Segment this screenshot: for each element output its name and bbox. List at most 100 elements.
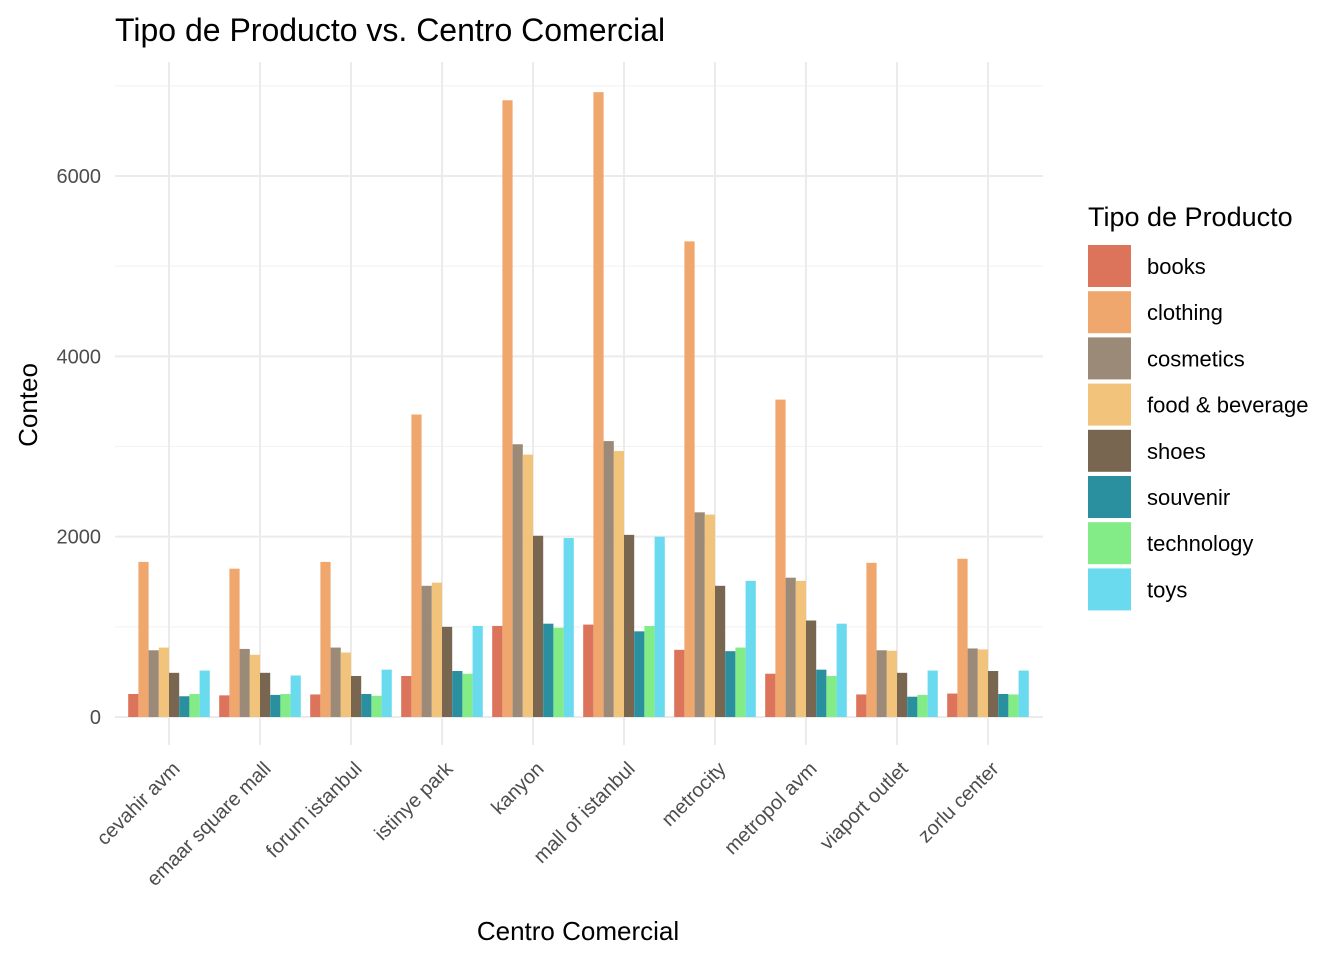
y-tick-labels: 0 2000 4000 6000	[57, 166, 102, 729]
legend-title: Tipo de Producto	[1088, 202, 1293, 232]
bar	[988, 671, 999, 717]
bar	[836, 623, 847, 717]
bar	[603, 441, 614, 717]
bar	[674, 649, 685, 717]
legend-swatch	[1088, 476, 1131, 518]
bar	[492, 625, 503, 717]
bar	[310, 694, 321, 717]
legend-swatch	[1088, 245, 1131, 287]
legend-label: toys	[1147, 577, 1187, 602]
bar	[1008, 694, 1019, 717]
bar	[694, 512, 705, 717]
bar	[998, 694, 1009, 717]
bar	[128, 694, 139, 717]
x-axis-title: Centro Comercial	[477, 916, 679, 946]
legend-swatch	[1088, 568, 1131, 611]
bar	[644, 625, 655, 717]
bar	[613, 451, 624, 717]
bar	[179, 696, 190, 717]
bar	[533, 535, 544, 717]
legend-swatch	[1088, 522, 1131, 565]
bar	[725, 651, 736, 717]
bar	[563, 538, 574, 717]
legend-label: shoes	[1147, 439, 1206, 464]
bar	[583, 624, 594, 717]
chart-title: Tipo de Producto vs. Centro Comercial	[115, 12, 665, 48]
legend-swatch	[1088, 383, 1131, 426]
bar	[917, 694, 928, 717]
legend-swatch	[1088, 291, 1131, 334]
bar	[957, 558, 968, 717]
legend: Tipo de Producto books clothing cosmetics f…	[1088, 202, 1308, 611]
bar	[765, 673, 776, 717]
bar	[816, 669, 827, 717]
bar	[907, 696, 918, 717]
bar	[704, 514, 715, 717]
bar	[927, 670, 938, 717]
bar	[826, 675, 837, 717]
bar	[886, 650, 897, 717]
legend-label: cosmetics	[1147, 346, 1245, 371]
bar	[381, 669, 392, 717]
bar	[977, 649, 988, 718]
bar	[351, 675, 362, 717]
y-tick-label: 4000	[57, 346, 102, 368]
bar	[452, 671, 463, 717]
legend-swatch	[1088, 429, 1131, 472]
bar	[593, 92, 604, 717]
legend-label: technology	[1147, 531, 1253, 556]
bar	[967, 648, 978, 717]
y-tick-label: 2000	[57, 527, 102, 549]
bar	[502, 100, 513, 717]
bar	[280, 694, 291, 717]
bar	[270, 694, 281, 717]
legend-swatch	[1088, 337, 1131, 380]
bar	[856, 694, 867, 717]
legend-label: books	[1147, 254, 1206, 279]
bar	[361, 694, 372, 717]
bar	[775, 399, 786, 717]
bar	[897, 672, 908, 717]
legend-label: food & beverage	[1147, 393, 1308, 418]
bar	[442, 626, 453, 717]
bar	[411, 414, 422, 717]
bar	[249, 654, 260, 717]
grid	[115, 62, 1043, 745]
y-tick-label: 6000	[57, 166, 102, 188]
y-axis-title: Conteo	[13, 363, 43, 447]
bar	[290, 675, 301, 717]
bar	[654, 536, 665, 717]
bar	[199, 670, 210, 717]
bar	[1018, 670, 1029, 717]
bar	[522, 454, 533, 717]
bar	[431, 582, 442, 717]
bar	[219, 695, 230, 717]
bar	[512, 444, 523, 717]
bar	[947, 693, 958, 717]
bar	[320, 561, 331, 717]
bar	[785, 577, 796, 717]
bar	[876, 650, 887, 717]
bar	[795, 580, 806, 717]
bar	[866, 562, 877, 717]
bar	[745, 580, 756, 717]
bar	[553, 627, 564, 717]
bar	[260, 672, 271, 717]
bar	[229, 568, 240, 717]
bar	[239, 648, 250, 717]
y-tick-label: 0	[90, 707, 101, 729]
bar	[634, 631, 645, 717]
bars	[128, 92, 1029, 718]
bar	[148, 650, 159, 717]
bar	[158, 647, 169, 717]
bar	[371, 695, 382, 717]
bar	[543, 623, 554, 717]
bar	[330, 647, 341, 717]
bar	[138, 561, 149, 717]
bar	[462, 673, 473, 717]
bar	[340, 652, 351, 717]
bar	[735, 647, 746, 717]
legend-label: clothing	[1147, 300, 1223, 325]
bar	[684, 241, 695, 717]
